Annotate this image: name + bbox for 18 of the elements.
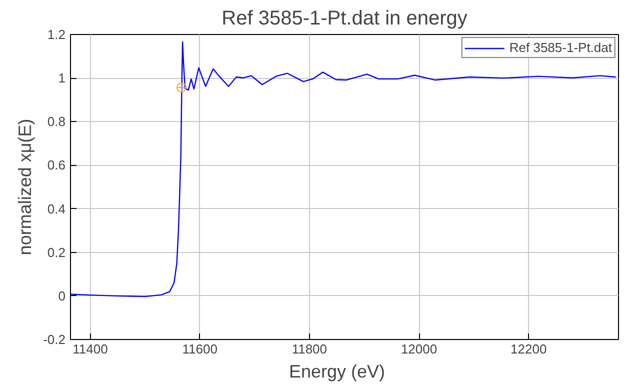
y-tick-label: 1.2	[47, 27, 66, 42]
x-tick-label: 11800	[292, 342, 328, 356]
y-tick-label: 0.4	[47, 201, 66, 216]
y-tick-label: 1	[58, 70, 66, 86]
x-axis-title: Energy (eV)	[288, 362, 386, 382]
line-series	[70, 41, 616, 298]
y-tick-label: 0.8	[47, 114, 66, 130]
y-tick-label: 0.2	[47, 244, 66, 260]
y-tick-label: -0.2	[43, 332, 66, 347]
x-tick-label: 11600	[182, 342, 218, 356]
legend-label: Ref 3585-1-Pt.dat	[509, 40, 612, 55]
y-tick-label: 0.6	[47, 158, 66, 173]
x-tick-label: 12000	[400, 342, 438, 356]
y-axis-title: normalized xμ(E)	[15, 118, 36, 256]
x-tick-label: 11400	[72, 342, 108, 356]
chart-title: Ref 3585-1-Pt.dat in energy	[222, 8, 468, 30]
x-tick-label: 12200	[510, 342, 547, 356]
y-tick-label: 0	[58, 288, 66, 304]
